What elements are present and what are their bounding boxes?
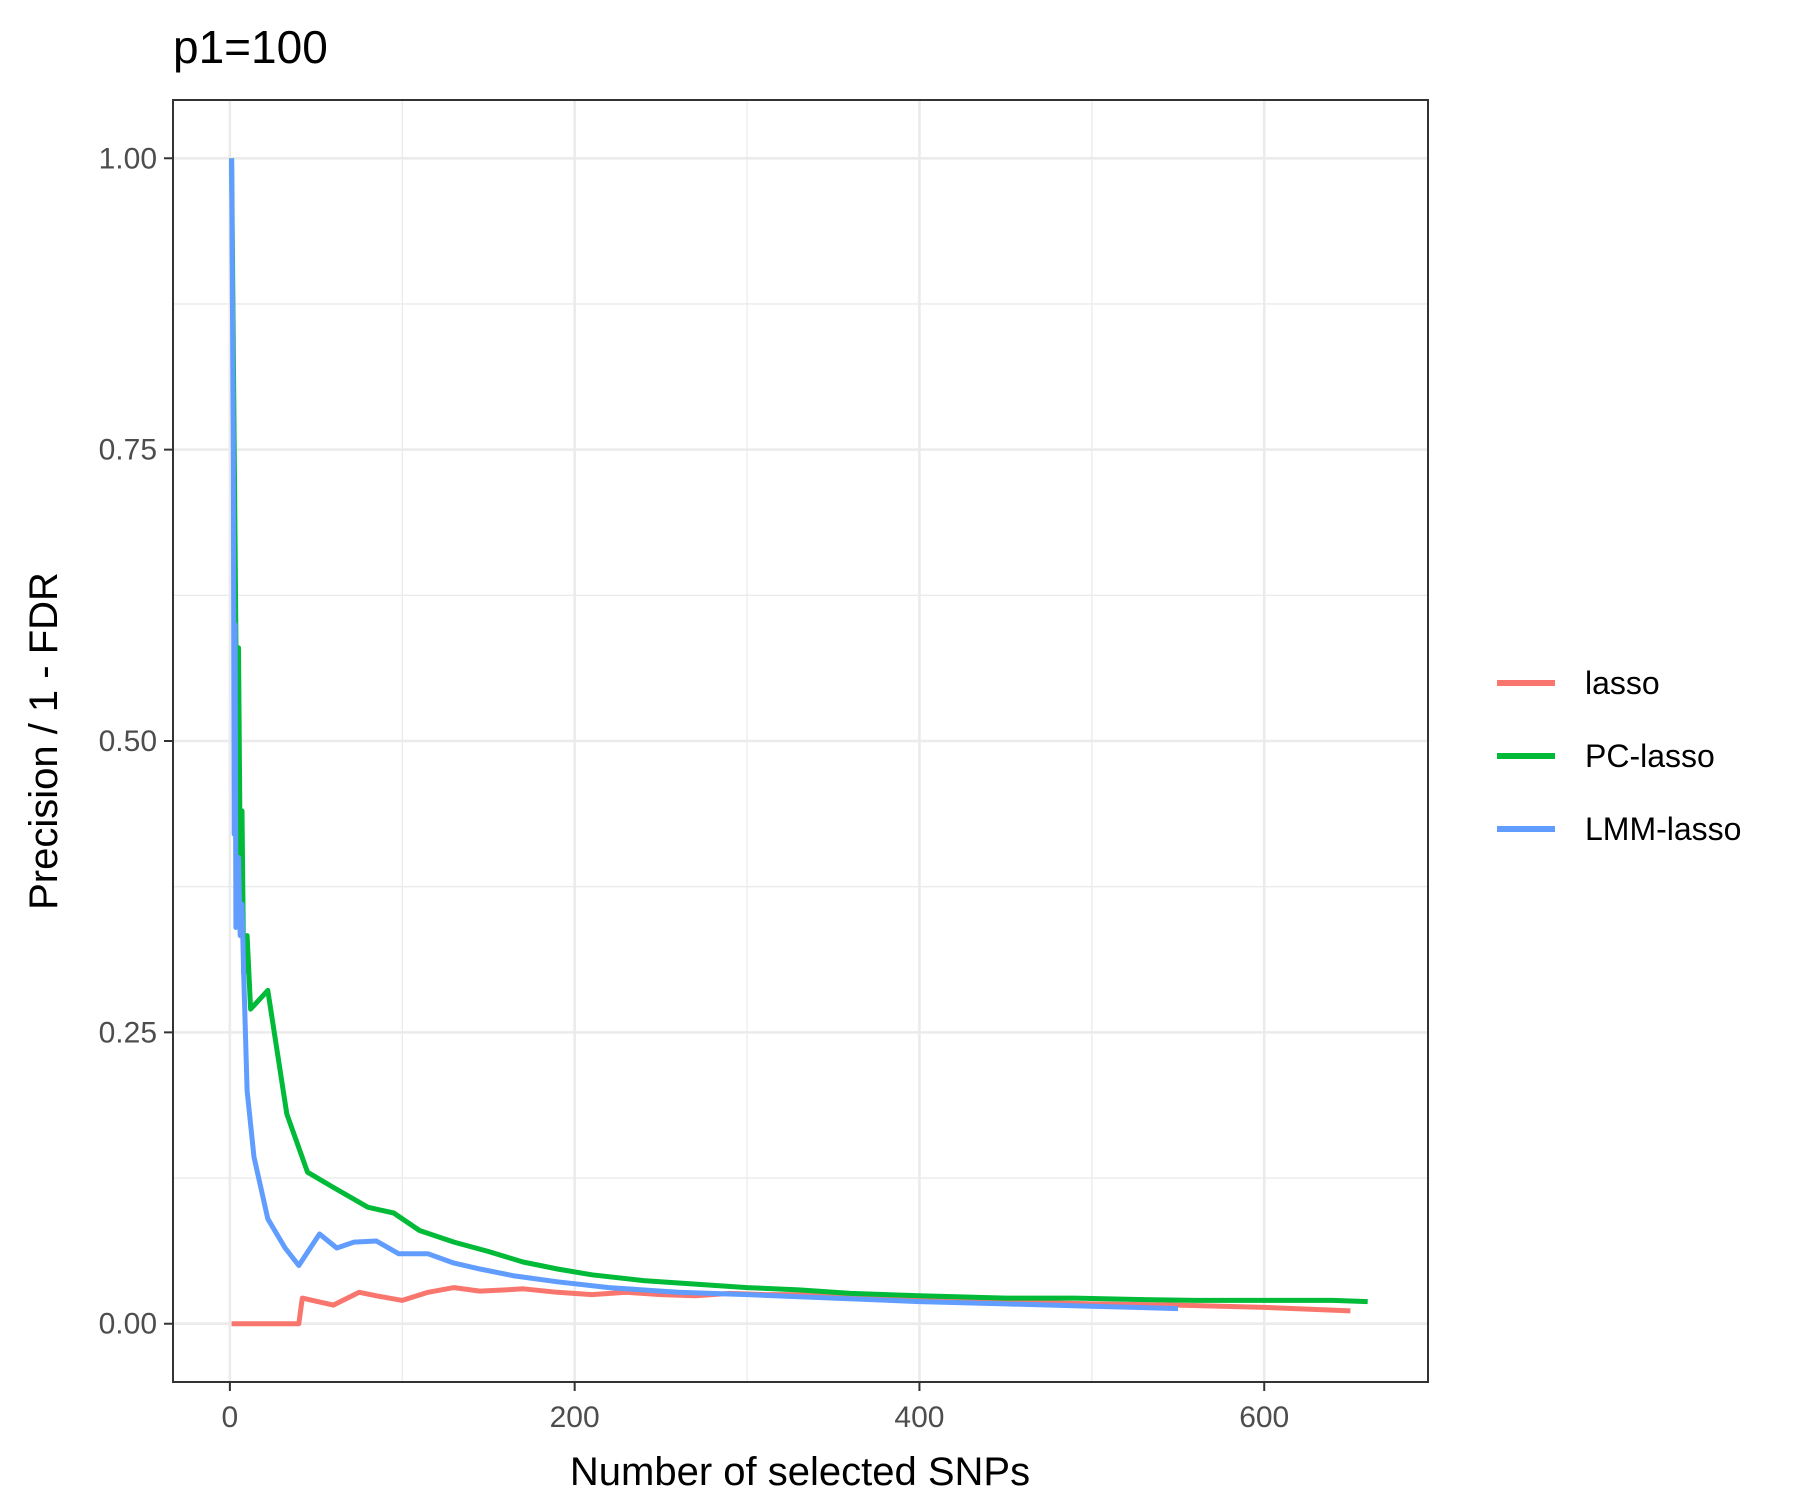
x-tick-label: 0 (222, 1401, 239, 1434)
y-tick-label: 0.00 (99, 1308, 157, 1341)
legend-label-lasso: lasso (1585, 665, 1660, 701)
y-tick-label: 0.50 (99, 725, 157, 758)
major-gridlines (173, 100, 1428, 1382)
x-tick-label: 600 (1239, 1401, 1289, 1434)
series-line-lmm-lasso (229, 158, 1179, 1312)
legend-label-pc-lasso: PC-lasso (1585, 738, 1715, 774)
series-lines (229, 158, 1368, 1327)
x-axis: 0 200 400 600 (222, 1382, 1289, 1434)
legend: lasso PC-lasso LMM-lasso (1497, 665, 1741, 847)
x-tick-label: 400 (894, 1401, 944, 1434)
series-line-pc-lasso (229, 158, 1368, 1305)
chart-title: p1=100 (173, 21, 328, 73)
y-axis-title: Precision / 1 - FDR (22, 572, 66, 910)
x-tick-label: 200 (550, 1401, 600, 1434)
y-tick-label: 0.25 (99, 1016, 157, 1049)
y-axis: 0.00 0.25 0.50 0.75 1.00 (99, 142, 173, 1341)
y-tick-label: 1.00 (99, 142, 157, 175)
x-axis-title: Number of selected SNPs (570, 1450, 1030, 1494)
legend-label-lmm-lasso: LMM-lasso (1585, 811, 1741, 847)
y-tick-label: 0.75 (99, 434, 157, 467)
